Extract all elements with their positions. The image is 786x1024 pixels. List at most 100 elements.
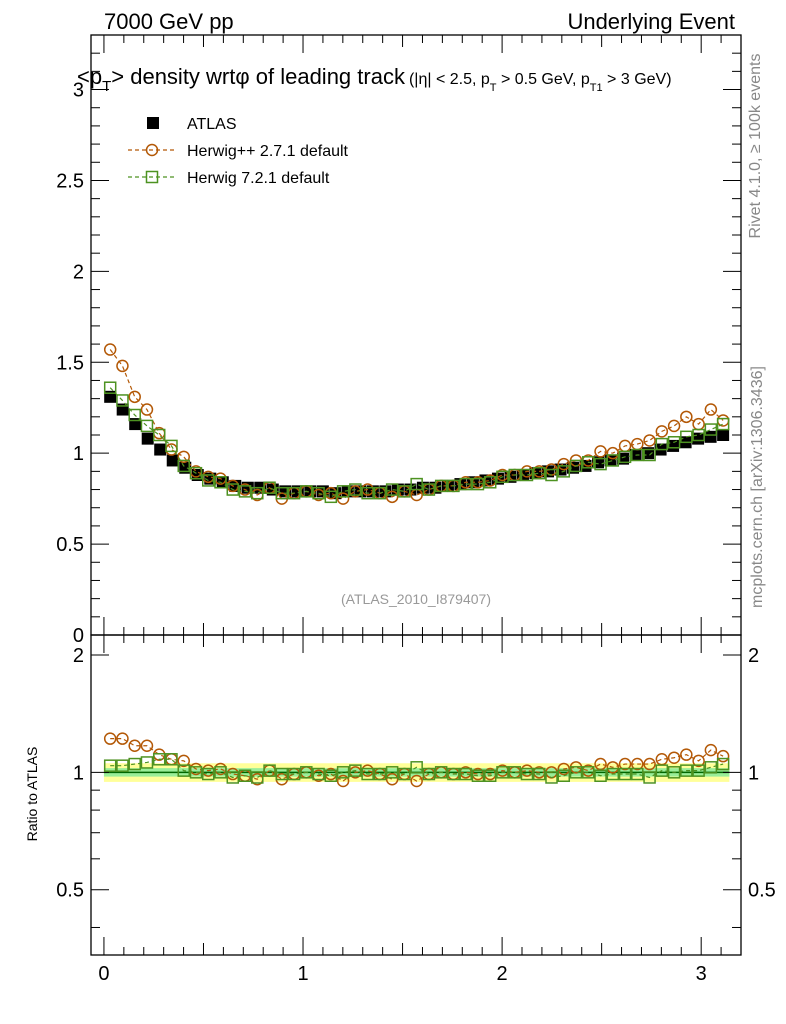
- herwig7-point: [459, 477, 472, 491]
- ratio-herwigpp-point: [103, 732, 117, 745]
- herwig7-point: [667, 436, 681, 449]
- ratio-herwig7-point: [287, 767, 301, 781]
- title-cuts-sub1: T: [490, 82, 497, 94]
- legend-marker-herwigpp: [145, 143, 159, 157]
- ratio-herwig7-point: [716, 757, 730, 771]
- herwigpp-point: [385, 490, 399, 504]
- ratio-herwigpp-point: [667, 751, 681, 764]
- ratio-herwig7-point: [643, 771, 656, 784]
- ratio-herwig7-point: [275, 767, 289, 781]
- herwig7-point: [496, 470, 509, 484]
- ratio-herwig7-point: [631, 767, 644, 781]
- herwigpp-point: [606, 446, 620, 460]
- ratio-herwig7-point: [471, 769, 485, 782]
- herwigpp-point: [704, 403, 718, 416]
- ratio-xtick-label: 1: [297, 963, 308, 985]
- ratio-herwig7-point: [263, 764, 276, 777]
- main-ytick-label: 2: [73, 261, 84, 283]
- ratio-herwig7-point: [152, 753, 166, 766]
- herwig7-point: [103, 381, 117, 394]
- ratio-herwig7-point: [655, 764, 669, 777]
- herwig7-point: [128, 408, 141, 422]
- ratio-herwig7-point: [324, 769, 338, 782]
- herwig7-point: [631, 448, 644, 462]
- ratio-herwig7-point: [704, 761, 718, 774]
- herwig7-point: [520, 468, 534, 482]
- herwig7-point: [385, 483, 399, 496]
- title-cuts-a: (|η| < 2.5, p: [409, 71, 490, 88]
- ratio-herwigpp-point: [692, 754, 705, 768]
- herwig7-point: [606, 454, 620, 467]
- herwigpp-point: [667, 419, 681, 433]
- ratio-herwigpp-point: [631, 757, 644, 771]
- ratio-herwigpp-point: [643, 757, 656, 771]
- herwig7-point: [251, 486, 264, 500]
- ratio-herwig7-point: [410, 761, 423, 774]
- ratio-herwigpp-point: [177, 754, 190, 768]
- herwig7-point: [532, 466, 546, 480]
- ratio-herwig7-point: [385, 766, 399, 779]
- ratio-herwig7-point: [606, 767, 620, 781]
- title-phi: φ of leading track: [235, 64, 406, 89]
- ratio-herwig7-point: [116, 759, 129, 772]
- atlas-data-point: [692, 432, 705, 445]
- atlas-data-point: [154, 443, 167, 456]
- legend-marker-atlas: [147, 117, 159, 129]
- herwig7-point: [300, 485, 313, 498]
- ratio-herwig7-point: [373, 767, 387, 781]
- ratio-herwigpp-point: [557, 762, 571, 776]
- ratio-herwig7-point: [434, 766, 448, 779]
- legend-marker-herwig7: [145, 170, 159, 184]
- herwig7-point: [152, 428, 166, 442]
- main-panel: 00.511.522.53 (ATLAS_2010_I879407) <pT> …: [56, 34, 742, 647]
- ratio-herwig7-point: [557, 769, 571, 782]
- main-ytick-label: 1: [73, 443, 84, 465]
- ratio-herwig7-point: [667, 766, 681, 779]
- herwigpp-point: [140, 403, 154, 416]
- ratio-herwig7-point: [680, 764, 693, 777]
- ratio-herwig7-point: [128, 757, 141, 771]
- main-ytick-label: 3: [73, 80, 84, 102]
- ratio-herwig7-point: [238, 769, 252, 782]
- herwigpp-point: [177, 450, 190, 464]
- atlas-data-point: [166, 454, 179, 467]
- ratio-series: [103, 732, 730, 788]
- ratio-herwigpp-point: [128, 739, 141, 752]
- title-cuts-sub2: T1: [590, 82, 603, 94]
- ratio-herwig7-point: [508, 766, 521, 779]
- herwig7-point: [349, 483, 362, 496]
- herwigpp-point: [643, 434, 656, 447]
- header-analysis-label: Underlying Event: [567, 9, 735, 34]
- herwig7-point: [398, 485, 411, 498]
- main-series: [103, 343, 730, 505]
- title-rest: > density wrt: [111, 64, 235, 89]
- herwig7-point: [214, 476, 227, 489]
- herwig7-point: [336, 485, 350, 498]
- herwig7-point: [238, 485, 252, 498]
- ratio-herwigpp-point: [336, 774, 350, 788]
- herwig7-point: [263, 481, 276, 494]
- title-lt: <p: [77, 64, 102, 89]
- ratio-ytick-label: 1: [73, 762, 84, 784]
- rivet-version-label: Rivet 4.1.0, ≥ 100k events: [747, 54, 764, 239]
- title-cuts-c: > 3 GeV): [603, 71, 672, 88]
- ratio-ytick-label-right: 0.5: [748, 880, 776, 902]
- ratio-herwig7-point: [312, 767, 325, 781]
- herwig7-point: [471, 477, 485, 491]
- herwigpp-line: [109, 349, 724, 500]
- herwig7-point: [275, 486, 289, 500]
- herwig7-point: [226, 483, 240, 496]
- ratio-herwig7-line: [110, 758, 724, 779]
- ratio-xtick-label: 3: [696, 963, 707, 985]
- ratio-herwig7-point: [165, 753, 178, 766]
- ratio-ytick-label-right: 2: [748, 645, 759, 667]
- ratio-herwigpp-point: [410, 774, 423, 788]
- ratio-herwig7-point: [582, 766, 595, 779]
- main-ytick-label: 1.5: [56, 352, 84, 374]
- herwig7-point: [545, 468, 558, 482]
- herwig7-point: [594, 457, 607, 471]
- main-ytick-label: 0: [73, 625, 84, 647]
- herwig7-point: [508, 468, 521, 482]
- atlas-data-point: [504, 470, 517, 483]
- ratio-herwig7-point: [336, 766, 350, 779]
